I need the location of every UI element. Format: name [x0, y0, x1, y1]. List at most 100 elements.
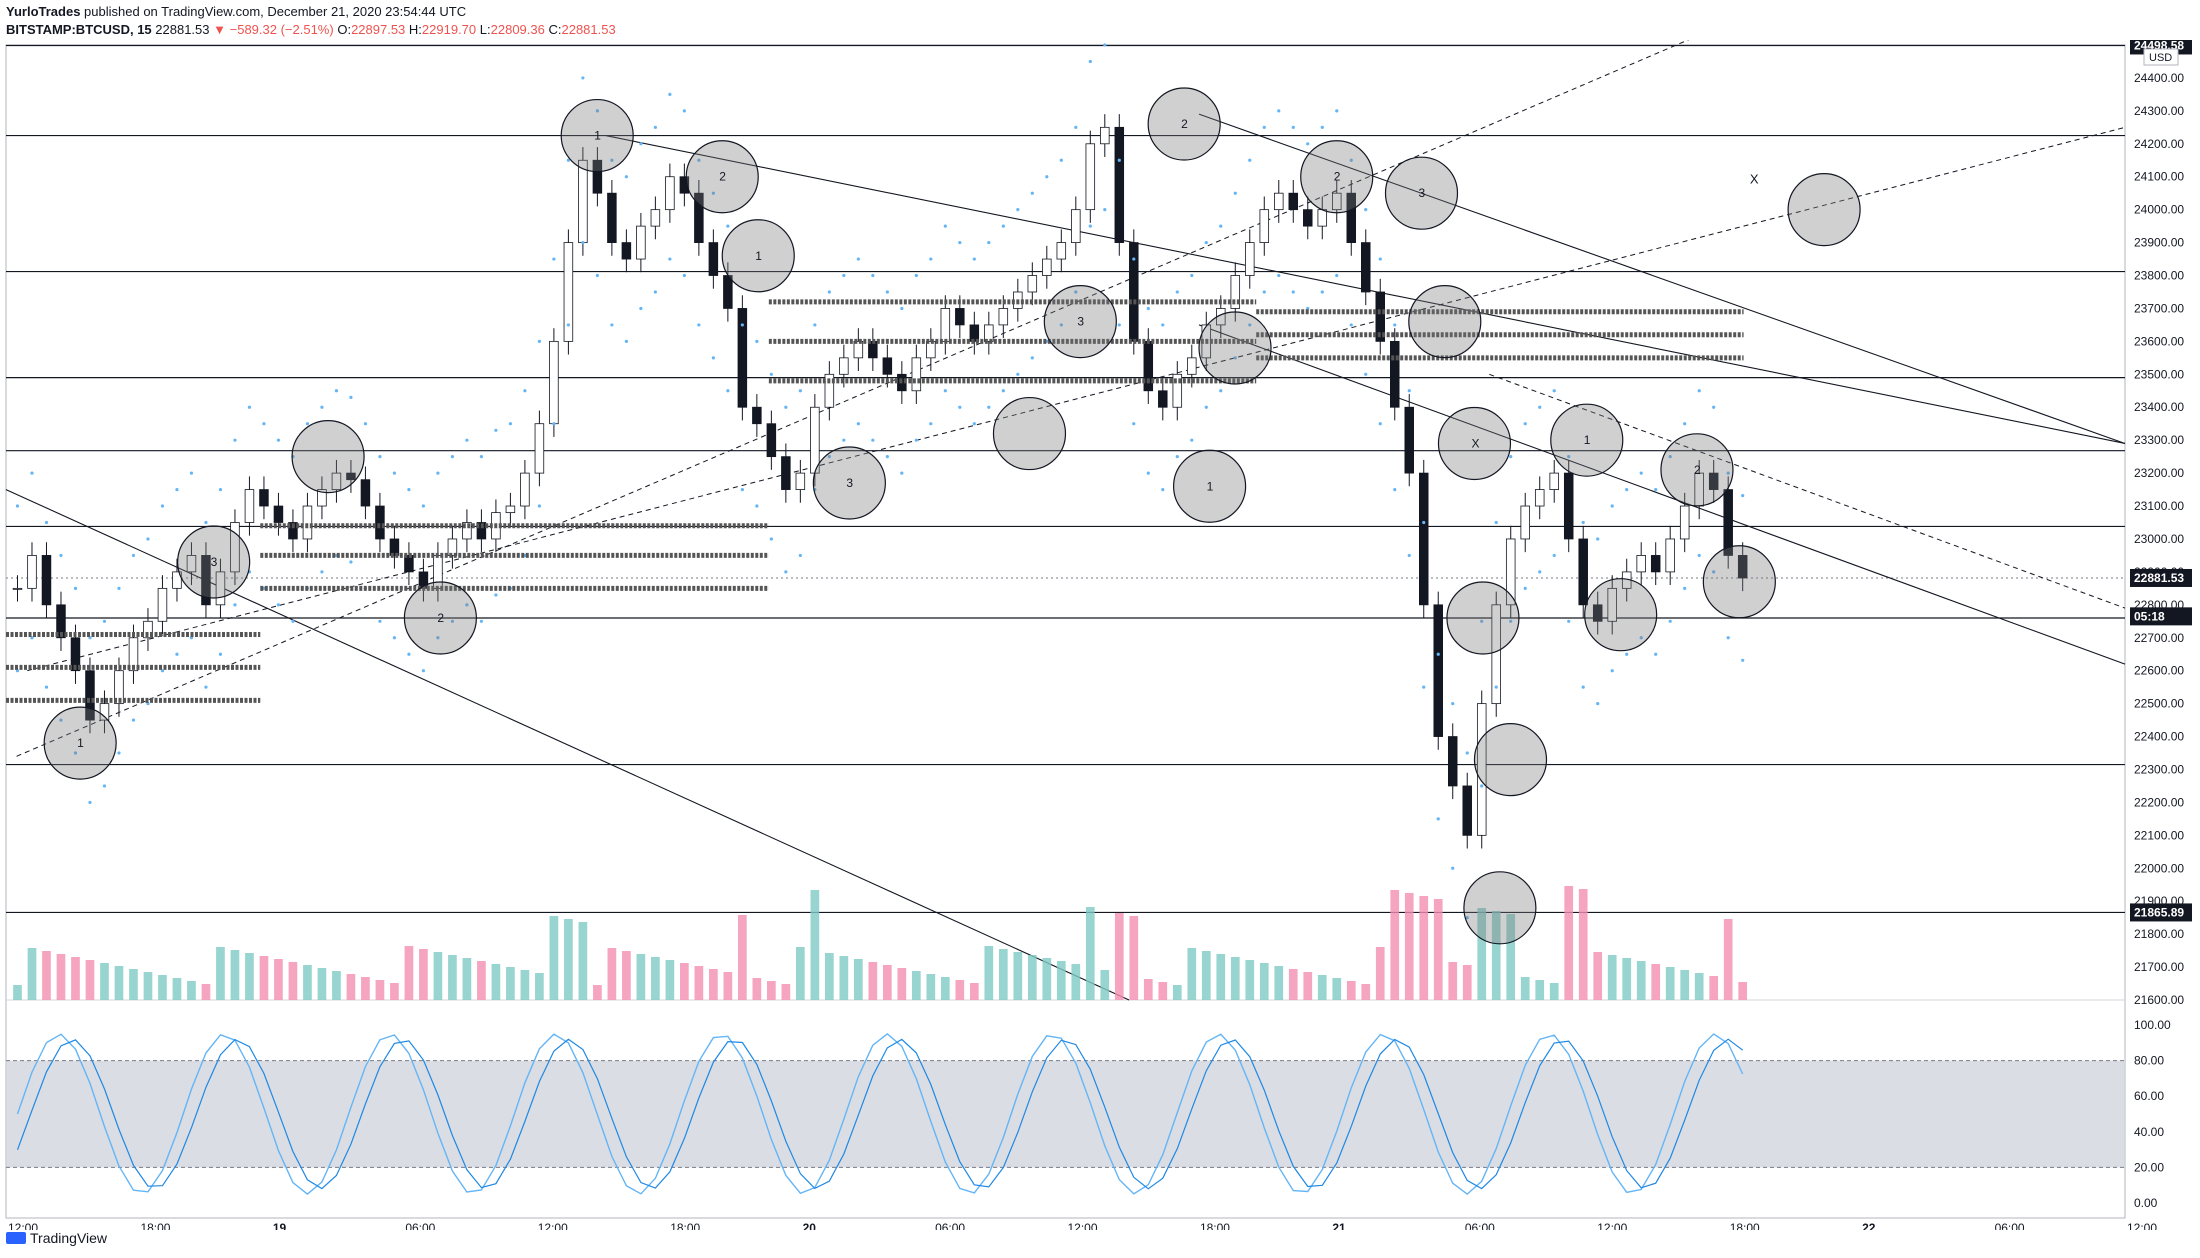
candle-body — [1172, 373, 1183, 408]
price-label-text: 22881.53 — [2134, 571, 2184, 585]
band-dot — [1117, 158, 1121, 162]
band-dot — [1610, 504, 1614, 508]
candle-body — [1636, 555, 1646, 573]
volume-bar — [42, 951, 51, 1000]
band-dot — [827, 290, 831, 294]
band-dot — [1552, 389, 1556, 393]
candle-body — [288, 522, 298, 540]
stoch-tick-label: 60.00 — [2134, 1089, 2164, 1103]
price-change: ▼ −589.32 (−2.51%) — [213, 22, 334, 37]
candle-body — [1027, 275, 1038, 293]
band-dot — [1059, 158, 1063, 162]
candle-body — [781, 456, 791, 490]
volume-bar — [1216, 954, 1226, 1000]
candle-body — [375, 505, 385, 540]
time-tick-label: 18:00 — [140, 1221, 170, 1230]
band-dot — [1045, 175, 1049, 179]
stoch-tick-label: 100.00 — [2134, 1018, 2171, 1032]
band-dot — [784, 405, 788, 409]
candle-body — [563, 242, 574, 342]
tradingview-logo[interactable]: TradingView — [6, 1230, 107, 1246]
volume-bar — [1491, 911, 1501, 1000]
candle-body — [694, 192, 704, 243]
candle-body — [650, 209, 661, 227]
volume-bar — [1622, 958, 1632, 1000]
open-value: 22897.53 — [351, 22, 406, 37]
candle-body — [1607, 587, 1617, 622]
time-tick-label: 18:00 — [670, 1221, 700, 1230]
annotation-circle — [1384, 156, 1459, 230]
volume-bar — [361, 977, 370, 1000]
volume-bar — [433, 952, 443, 1000]
band-dot — [1132, 257, 1136, 261]
candle-body — [1578, 538, 1588, 606]
open-label: O: — [337, 22, 352, 37]
band-dot — [1364, 372, 1368, 376]
band-dot — [1596, 702, 1600, 706]
stoch-tick-label: 80.00 — [2134, 1054, 2164, 1068]
band-dot — [1190, 273, 1194, 278]
volume-bar — [969, 983, 979, 1000]
volume-bar — [1303, 972, 1313, 1000]
band-dot — [798, 389, 802, 393]
band-dot — [1378, 257, 1382, 261]
price-tick-label: 23000.00 — [2134, 532, 2184, 546]
volume-bar — [564, 919, 573, 1000]
band-dot — [726, 224, 730, 228]
candle-body — [955, 308, 965, 326]
price-label-text: 21865.89 — [2134, 905, 2184, 919]
volume-bar — [259, 956, 269, 1000]
band-dot — [1683, 586, 1687, 590]
price-tick-label: 23200.00 — [2134, 466, 2184, 480]
volume-bar — [810, 890, 820, 1000]
volume-bar — [1056, 961, 1066, 1000]
band-dot — [610, 323, 614, 327]
band-dot — [581, 240, 585, 245]
time-tick-label: 06:00 — [405, 1221, 435, 1230]
volume-bar — [404, 946, 414, 1000]
volume-bar — [723, 972, 733, 1000]
chart-area[interactable]: 24400.00 24300.00 24200.00 24100.00 24000.00… — [0, 40, 2200, 1230]
band-dot — [1451, 866, 1455, 870]
price-tick-label: 22300.00 — [2134, 762, 2184, 776]
time-tick-label: 18:00 — [1730, 1221, 1760, 1230]
band-dot — [1277, 273, 1281, 278]
symbol-label[interactable]: BITSTAMP:BTCUSD, 15 — [6, 22, 152, 37]
candle-body — [1476, 703, 1487, 836]
volume-bar — [839, 956, 849, 1000]
band-dot — [595, 109, 599, 113]
band-dot — [494, 428, 498, 432]
annotation-circle — [1787, 173, 1861, 247]
candle-body — [1317, 209, 1328, 227]
volume-bar — [390, 983, 399, 1000]
annotation-circle — [1043, 285, 1117, 359]
band-dot — [1059, 323, 1063, 327]
band-dot — [1262, 290, 1266, 294]
candle-body — [186, 555, 197, 573]
candle-body — [331, 472, 342, 490]
volume-bar — [1332, 978, 1342, 1000]
candle-body — [882, 357, 893, 375]
volume-bar — [1564, 886, 1574, 1000]
band-dot — [755, 504, 759, 508]
candle-body — [752, 406, 762, 425]
band-dot — [1175, 290, 1179, 294]
band-dot — [1204, 240, 1208, 245]
band-dot — [1697, 389, 1701, 393]
volume-bar — [853, 959, 863, 1000]
band-dot — [204, 520, 208, 525]
time-tick-label: 18:00 — [1200, 1221, 1230, 1230]
volume-bar — [1158, 982, 1168, 1000]
band-dot — [436, 636, 440, 640]
volume-bar — [129, 969, 138, 1000]
band-dot — [276, 603, 281, 607]
band-dot — [668, 257, 672, 261]
author-name[interactable]: YurloTrades — [6, 4, 81, 19]
volume-bar — [114, 966, 124, 1000]
band-dot — [73, 751, 78, 755]
band-dot — [1146, 471, 1150, 475]
annotation-circle — [1408, 285, 1482, 359]
band-dot — [1726, 636, 1730, 640]
candle-body — [389, 538, 400, 556]
band-dot — [1697, 553, 1701, 558]
